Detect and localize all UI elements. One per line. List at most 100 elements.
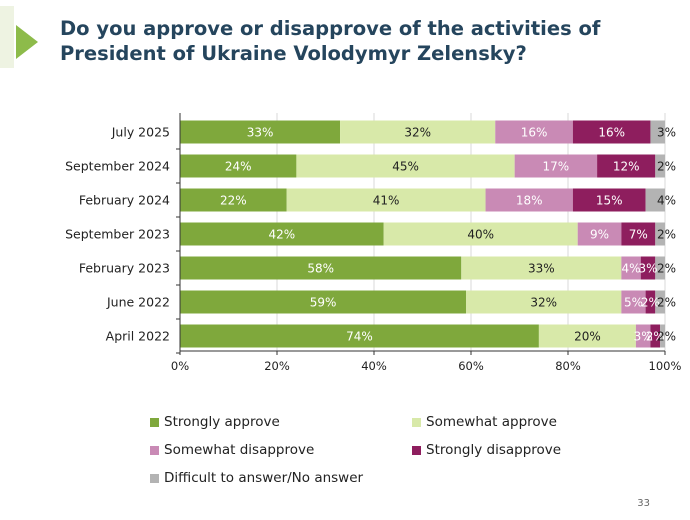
data-label: 2% <box>641 296 660 310</box>
data-label: 2% <box>657 262 676 276</box>
bar-segment <box>180 290 467 314</box>
chart-title-line-1: Do you approve or disapprove of the acti… <box>60 17 601 40</box>
data-label: 33% <box>528 262 555 276</box>
legend-item: Difficult to answer/No answer <box>150 470 363 486</box>
bar-segment <box>286 188 486 212</box>
data-label: 24% <box>225 160 252 174</box>
bar-segment <box>645 188 665 212</box>
bar-segment <box>383 222 578 246</box>
legend-label: Strongly approve <box>164 414 280 430</box>
x-tick-label: 100% <box>649 359 682 373</box>
category-label: July 2025 <box>111 125 170 140</box>
x-tick-label: 20% <box>264 359 290 373</box>
data-label: 32% <box>404 126 431 140</box>
data-label: 41% <box>373 194 400 208</box>
legend-item: Strongly disapprove <box>412 442 561 458</box>
data-label: 58% <box>307 262 334 276</box>
legend-swatch <box>150 445 159 455</box>
bar-segment <box>621 290 646 314</box>
bar-segment <box>461 256 622 280</box>
category-label: September 2023 <box>65 227 170 242</box>
legend-swatch <box>150 417 159 427</box>
x-tick-label: 0% <box>171 359 189 373</box>
chart-title-line-2: President of Ukraine Volodymyr Zelensky? <box>60 42 527 65</box>
category-label: February 2023 <box>79 261 170 276</box>
bar-segment <box>180 154 297 178</box>
page-number: 33 <box>637 498 650 509</box>
bar-segment <box>577 222 622 246</box>
data-label: 15% <box>596 194 623 208</box>
bar-segment <box>180 256 462 280</box>
bar-segment <box>621 256 641 280</box>
legend-item: Somewhat disapprove <box>150 442 314 458</box>
bar-segment <box>660 324 665 348</box>
data-label: 2% <box>657 228 676 242</box>
category-label: February 2024 <box>79 193 170 208</box>
legend-label: Strongly disapprove <box>426 442 562 458</box>
bar-segment <box>621 222 656 246</box>
data-label: 2% <box>646 330 665 344</box>
data-label: 18% <box>516 194 543 208</box>
data-label: 40% <box>467 228 494 242</box>
bar-segment <box>650 324 661 348</box>
bar-segment <box>180 222 384 246</box>
bar-segment <box>180 120 341 144</box>
category-label: June 2022 <box>106 295 170 310</box>
chart-title: Do you approve or disapprove of the acti… <box>60 16 670 66</box>
labels: 0% 20% 40% 60% 80% 100% July 2025 33% 32% 16% 16% 3… <box>65 125 681 374</box>
data-label: 16% <box>521 126 548 140</box>
data-label: 9% <box>590 228 609 242</box>
legend-swatch <box>150 473 159 483</box>
data-label: 4% <box>657 194 676 208</box>
bar-segment <box>572 120 651 144</box>
data-label: 3% <box>657 126 676 140</box>
data-label: 2% <box>657 160 676 174</box>
bar-segment <box>538 324 636 348</box>
data-label: 16% <box>598 126 625 140</box>
bar-segment <box>640 256 656 280</box>
data-label: 5% <box>624 296 643 310</box>
legend-swatch <box>412 417 421 427</box>
x-tick-label: 60% <box>458 359 484 373</box>
bar-segment <box>180 188 287 212</box>
x-tick-label: 40% <box>361 359 387 373</box>
data-label: 32% <box>530 296 557 310</box>
bar-segment <box>572 188 646 212</box>
bar-segment <box>655 290 665 314</box>
bar-segment <box>514 154 598 178</box>
legend-label: Somewhat disapprove <box>164 442 315 458</box>
legend-label: Somewhat approve <box>426 414 557 430</box>
bars <box>180 120 665 348</box>
bar-segment <box>495 120 573 144</box>
data-label: 20% <box>574 330 601 344</box>
bar-segment <box>655 256 665 280</box>
bar-segment <box>597 154 656 178</box>
data-label: 7% <box>629 228 648 242</box>
bar-segment <box>466 290 622 314</box>
axes <box>176 113 666 355</box>
data-label: 2% <box>657 296 676 310</box>
data-label: 17% <box>543 160 570 174</box>
data-label: 2% <box>657 330 676 344</box>
bar-segment <box>340 120 496 144</box>
bar-segment <box>645 290 656 314</box>
data-label: 22% <box>220 194 247 208</box>
legend-item: Strongly approve <box>150 414 280 430</box>
category-label: September 2024 <box>65 159 170 174</box>
legend-label: Difficult to answer/No answer <box>164 470 364 486</box>
category-label: April 2022 <box>106 329 170 344</box>
bar-segment <box>635 324 651 348</box>
legend-swatch <box>412 445 421 455</box>
data-label: 45% <box>392 160 419 174</box>
bar-segment <box>180 324 539 348</box>
data-label: 4% <box>622 262 641 276</box>
bar-segment <box>485 188 573 212</box>
bar-segment <box>655 222 665 246</box>
stacked-bar-chart: 0% 20% 40% 60% 80% 100% July 2025 33% 32% 16% 16% 3… <box>65 113 682 374</box>
x-tick-label: 80% <box>555 359 581 373</box>
data-label: 42% <box>269 228 296 242</box>
data-label: 59% <box>310 296 337 310</box>
data-label: 3% <box>639 262 658 276</box>
bar-segment <box>655 154 665 178</box>
data-label: 33% <box>247 126 274 140</box>
